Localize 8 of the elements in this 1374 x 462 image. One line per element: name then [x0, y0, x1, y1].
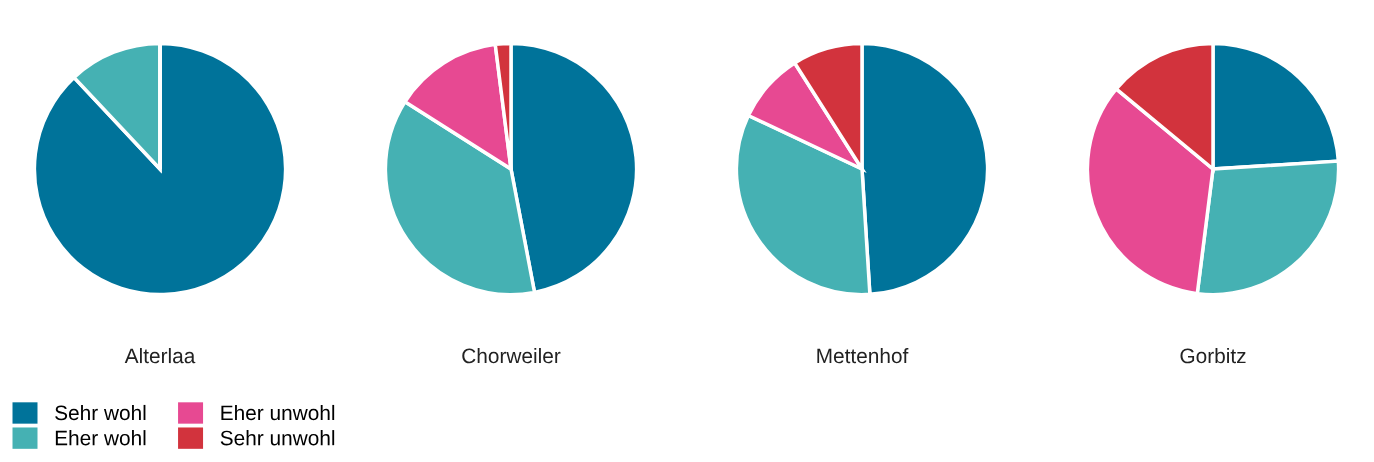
- text: Alterlaa: [124, 347, 196, 364]
- text: Chorweiler: [462, 347, 561, 364]
- text: Mettenhof: [817, 347, 909, 364]
- legend-label: Eher unwohl: [221, 404, 335, 421]
- legend-label: Eher wohl: [55, 430, 146, 446]
- text: Gorbitz: [1180, 347, 1246, 364]
- legend-label: Sehr unwohl: [220, 430, 335, 446]
- legend-label: Sehr wohl: [55, 404, 146, 421]
